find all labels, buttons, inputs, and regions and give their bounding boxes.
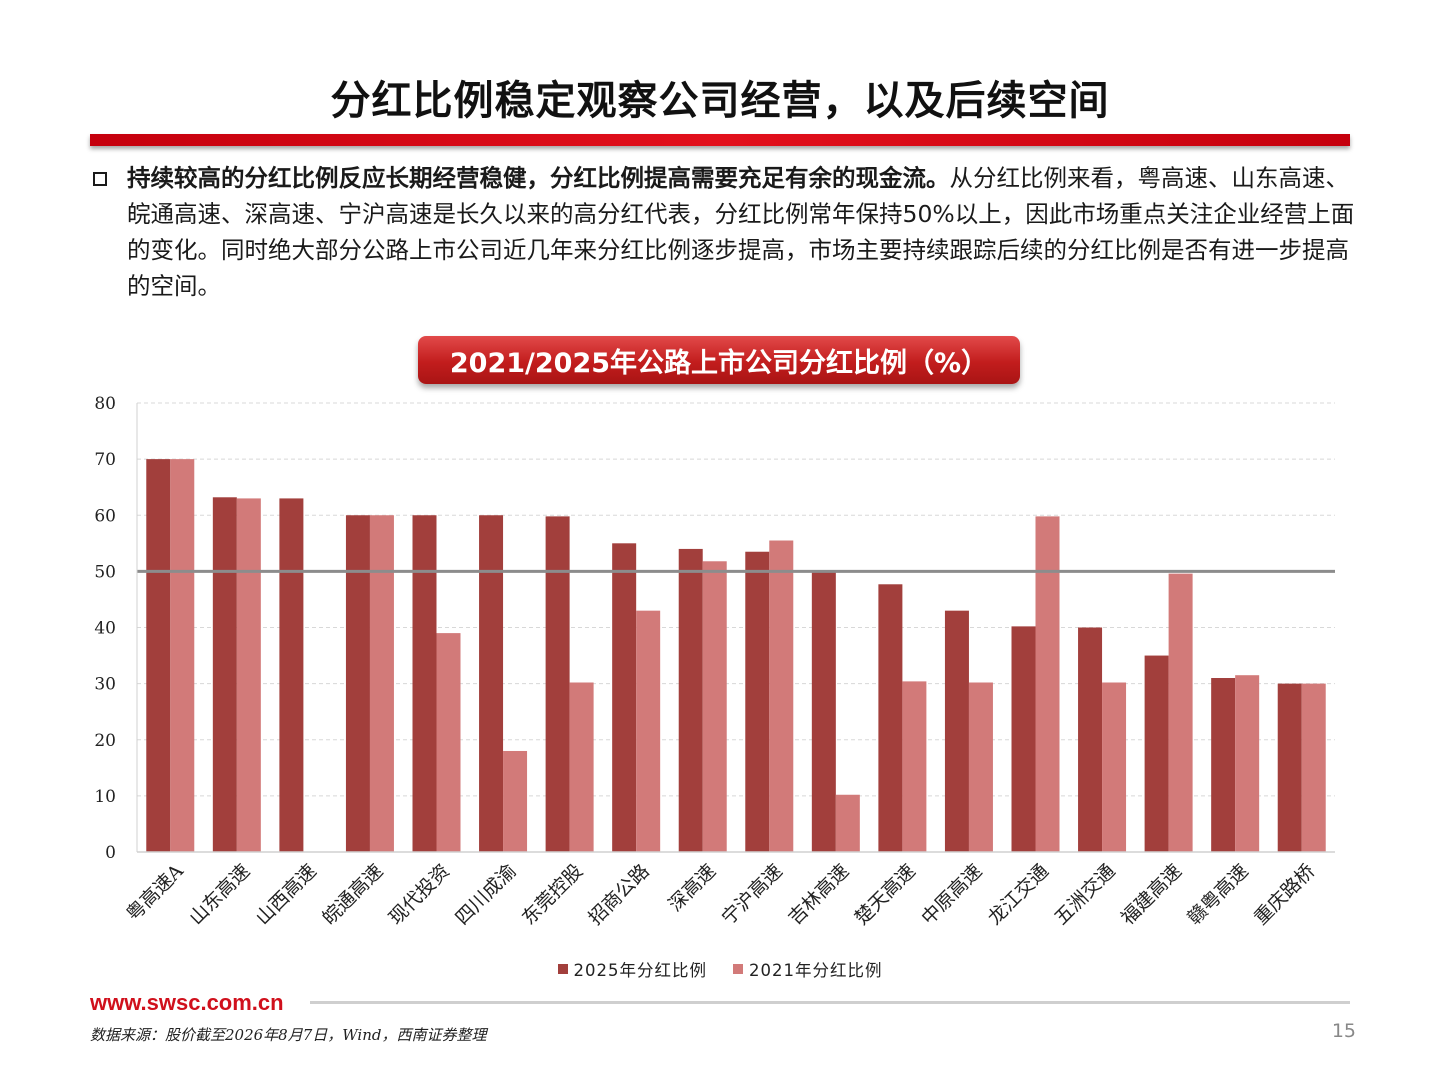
bullet-paragraph: 持续较高的分红比例反应长期经营稳健，分红比例提高需要充足有余的现金流。从分红比例… xyxy=(127,160,1357,304)
bar-2021 xyxy=(835,794,860,852)
bar-2021 xyxy=(436,633,461,852)
x-tick-label: 吉林高速 xyxy=(784,860,853,929)
y-tick-label: 10 xyxy=(94,787,116,807)
bar-2021 xyxy=(769,540,794,852)
x-tick-label: 皖通高速 xyxy=(318,860,387,929)
bar-2025 xyxy=(279,498,304,852)
x-tick-label: 中原高速 xyxy=(917,860,986,929)
bar-2021 xyxy=(503,750,528,852)
bullet-lead: 持续较高的分红比例反应长期经营稳健，分红比例提高需要充足有余的现金流。 xyxy=(127,164,950,192)
site-url[interactable]: www.swsc.com.cn xyxy=(90,990,284,1015)
bar-2025 xyxy=(745,551,770,852)
bar-2021 xyxy=(1035,516,1060,852)
x-tick-label: 重庆路桥 xyxy=(1250,860,1319,929)
chart-legend: 2025年分红比例 2021年分红比例 xyxy=(0,957,1440,981)
x-tick-label: 四川成渝 xyxy=(451,860,520,929)
chart-title: 2021/2025年公路上市公司分红比例（%） xyxy=(418,336,1020,384)
bar-2025 xyxy=(1211,678,1236,852)
bar-2021 xyxy=(636,610,661,852)
x-tick-label: 楚天高速 xyxy=(851,860,920,929)
x-tick-label: 宁沪高速 xyxy=(718,860,787,929)
bullet-square-icon xyxy=(93,172,107,186)
bar-2021 xyxy=(1235,675,1260,852)
x-tick-label: 福建高速 xyxy=(1117,860,1186,929)
x-tick-label: 赣粤高速 xyxy=(1183,860,1252,929)
x-tick-label: 深高速 xyxy=(664,860,720,916)
x-tick-label: 东莞控股 xyxy=(518,860,587,929)
legend-label-2021: 2021年分红比例 xyxy=(749,961,883,980)
x-tick-label: 龙江交通 xyxy=(984,860,1053,929)
bar-2021 xyxy=(702,561,727,852)
bar-2021 xyxy=(236,498,261,852)
y-tick-label: 60 xyxy=(94,506,116,526)
axes xyxy=(136,403,1335,853)
y-tick-label: 20 xyxy=(94,731,116,751)
bar-2021 xyxy=(968,682,993,852)
bar-2021 xyxy=(1301,683,1326,852)
bullet-body: 从分红比例来看，粤高速、山东高速、皖通高速、深高速、宁沪高速是长久以来的高分红代… xyxy=(127,164,1355,300)
bars xyxy=(146,459,1326,852)
y-tick-label: 50 xyxy=(94,562,116,582)
bar-2025 xyxy=(479,515,504,852)
y-tick-label: 80 xyxy=(94,394,116,414)
y-tick-label: 70 xyxy=(94,450,116,470)
page-title: 分红比例稳定观察公司经营，以及后续空间 xyxy=(330,78,1110,124)
x-tick-label: 山东高速 xyxy=(185,860,254,929)
bar-2021 xyxy=(902,681,927,852)
y-tick-label: 0 xyxy=(105,843,116,863)
bar-2021 xyxy=(1102,682,1127,852)
bar-2025 xyxy=(1078,627,1103,852)
footer-rule xyxy=(310,1001,1350,1004)
bar-2025 xyxy=(1011,626,1036,852)
bar-2025 xyxy=(1277,683,1302,852)
bar-2025 xyxy=(212,497,237,852)
bar-2025 xyxy=(146,459,171,852)
bar-2021 xyxy=(369,515,394,852)
legend-swatch-2025 xyxy=(557,964,568,974)
bar-2025 xyxy=(678,548,703,852)
x-tick-label: 五洲交通 xyxy=(1050,860,1119,929)
legend-label-2025: 2025年分红比例 xyxy=(573,961,707,980)
y-tick-label: 30 xyxy=(94,675,116,695)
x-tick-label: 粤高速A xyxy=(122,860,188,926)
bar-2021 xyxy=(170,459,195,852)
bar-2025 xyxy=(1144,655,1169,852)
source-note: 数据来源：股价截至2026年8月7日，Wind，西南证券整理 xyxy=(90,1026,487,1044)
bar-2025 xyxy=(545,516,570,852)
bar-2025 xyxy=(944,610,969,852)
bar-2025 xyxy=(612,543,637,852)
y-tick-label: 40 xyxy=(94,619,116,639)
page-number: 15 xyxy=(1331,1020,1356,1042)
bar-2025 xyxy=(412,515,437,852)
bar-2025 xyxy=(878,584,903,852)
x-tick-label: 招商公路 xyxy=(584,860,653,929)
bar-2025 xyxy=(811,571,836,852)
bar-2025 xyxy=(345,515,370,852)
legend-item-2025: 2025年分红比例 xyxy=(557,957,708,981)
x-tick-label: 现代投资 xyxy=(385,860,454,929)
x-tick-label: 山西高速 xyxy=(252,860,321,929)
bar-2021 xyxy=(1168,573,1193,852)
legend-swatch-2021 xyxy=(733,964,743,974)
legend-item-2021: 2021年分红比例 xyxy=(733,957,883,981)
bar-2021 xyxy=(569,682,594,852)
title-rule xyxy=(90,134,1350,146)
